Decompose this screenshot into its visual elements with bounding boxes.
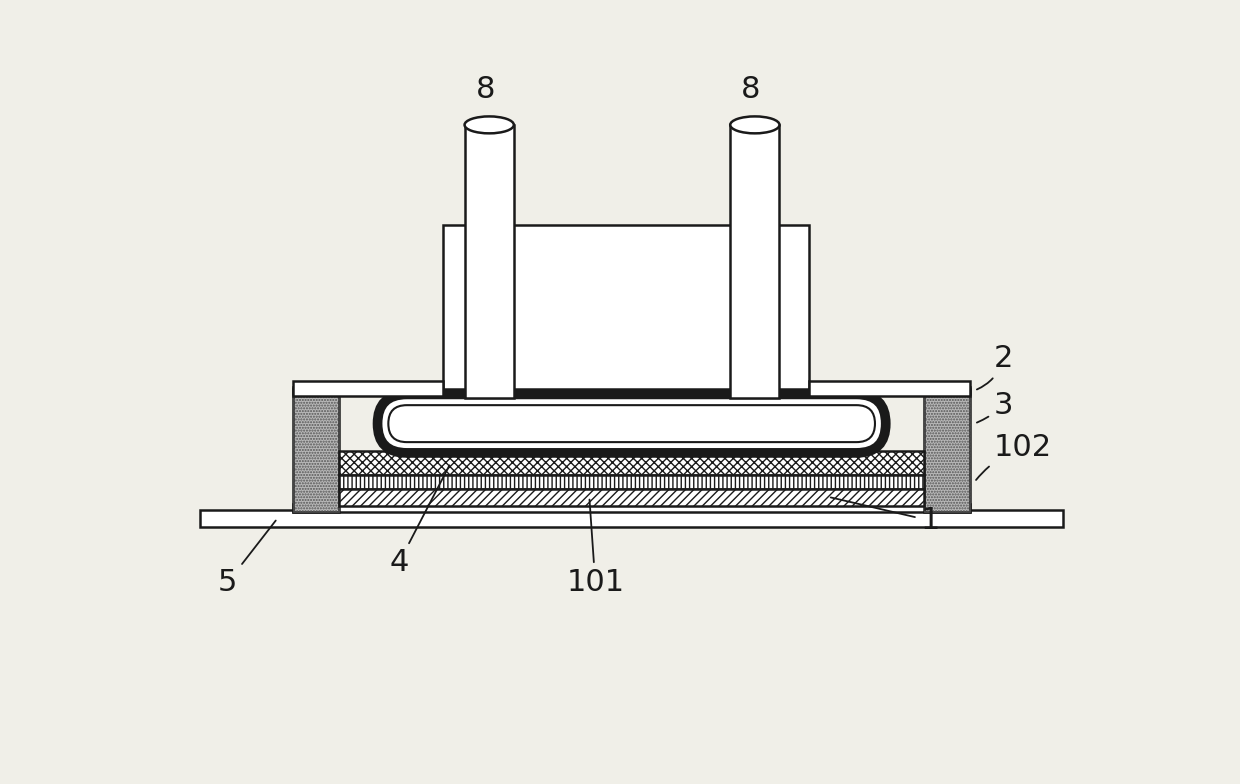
Bar <box>339 489 924 506</box>
Text: 1: 1 <box>831 497 940 535</box>
Text: 8: 8 <box>476 75 495 104</box>
Bar <box>924 389 971 512</box>
Bar <box>293 387 971 394</box>
Bar <box>293 380 443 396</box>
Text: 2: 2 <box>977 344 1013 390</box>
Ellipse shape <box>730 116 780 133</box>
Bar <box>443 225 808 389</box>
Bar <box>730 125 780 398</box>
Bar <box>808 380 971 396</box>
FancyBboxPatch shape <box>388 405 875 442</box>
Bar <box>465 125 513 398</box>
Bar <box>201 510 1063 527</box>
Text: 8: 8 <box>742 75 761 104</box>
Bar <box>339 451 924 475</box>
Text: 5: 5 <box>218 521 275 597</box>
Bar <box>339 475 924 489</box>
Text: 3: 3 <box>977 390 1013 423</box>
Text: 102: 102 <box>976 433 1052 480</box>
Bar <box>293 389 339 512</box>
Bar <box>293 389 339 512</box>
Text: 101: 101 <box>567 499 624 597</box>
Bar <box>924 389 971 512</box>
Text: 4: 4 <box>389 466 449 578</box>
Bar <box>293 504 971 512</box>
Ellipse shape <box>465 116 513 133</box>
FancyBboxPatch shape <box>377 394 885 453</box>
